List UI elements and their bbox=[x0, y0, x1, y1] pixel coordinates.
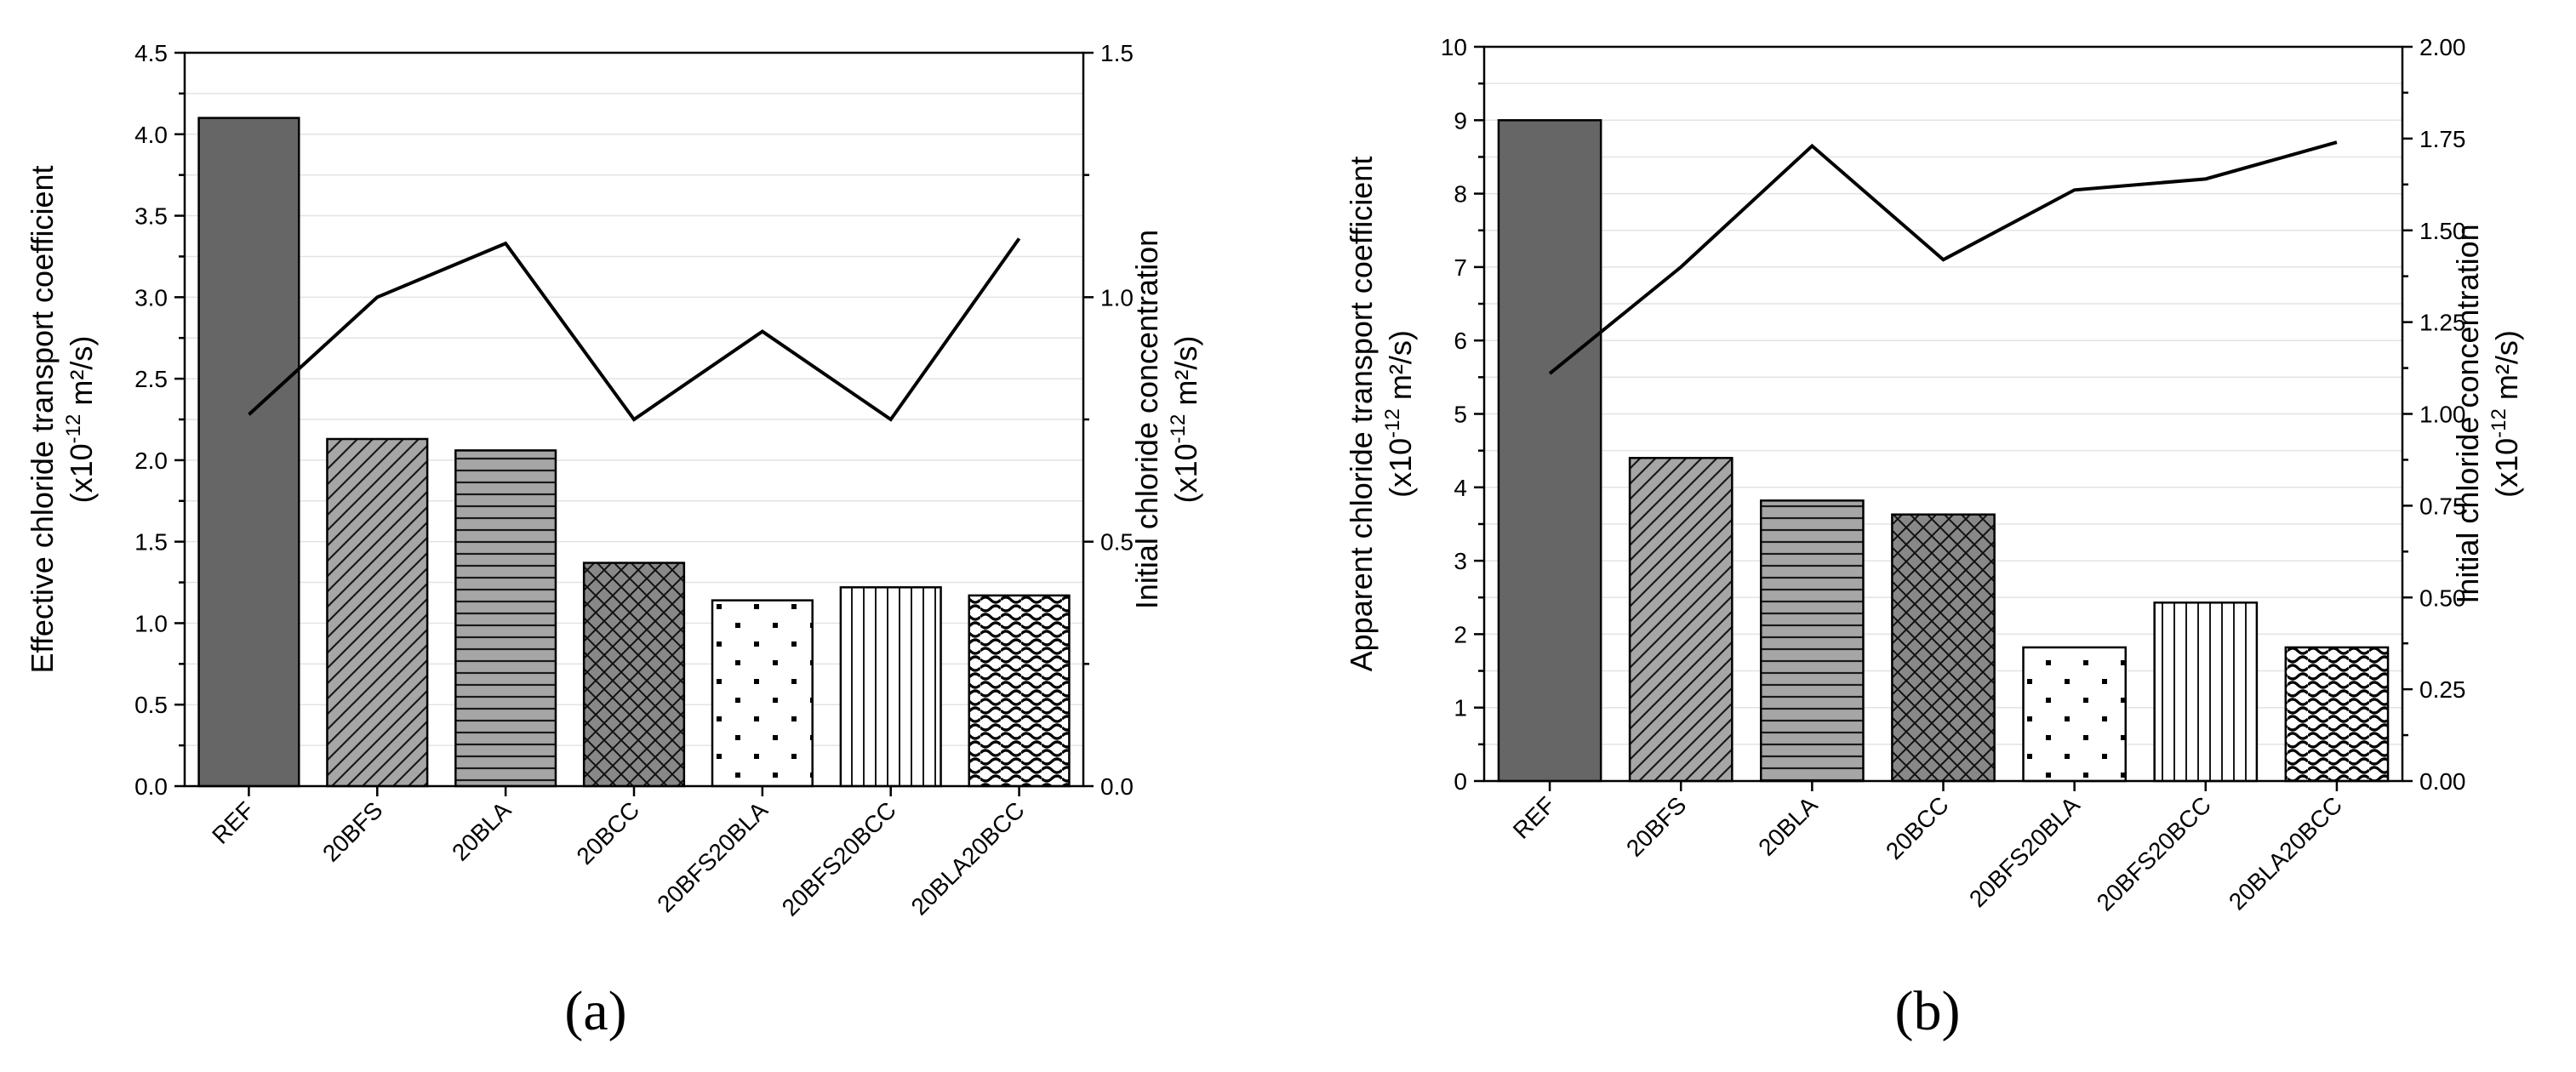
y-tick-label: 5 bbox=[1454, 402, 1467, 428]
y-tick-label: 1 bbox=[1454, 695, 1467, 721]
y-tick-label: 0 bbox=[1454, 768, 1467, 795]
bar-20bcc bbox=[582, 562, 686, 788]
y2-tick-label: 0.25 bbox=[2419, 676, 2466, 703]
y-tick-label: 3.0 bbox=[134, 284, 168, 311]
bar-20bfs20bla bbox=[2022, 646, 2128, 783]
y2-tick-label: 0.00 bbox=[2419, 768, 2466, 795]
y-axis-title: Effective chloride transport coefficient bbox=[25, 166, 60, 674]
y2-unit-exponent: -12 bbox=[1167, 414, 1190, 444]
x-tick-label: 20BCC bbox=[571, 796, 644, 870]
bar-ref bbox=[197, 117, 300, 788]
panel-a-chart: 0.0 0.5 1.0 1.5 2.0 2.5 3.0 3.5 4.0 4.5 0.0 0.5 1.0 1… bbox=[25, 40, 1203, 1042]
y2-tick-label: 0.75 bbox=[2419, 493, 2466, 519]
y-tick-label: 3 bbox=[1454, 548, 1467, 574]
x-tick-label: REF bbox=[207, 796, 260, 849]
y2-tick-label: 0.50 bbox=[2419, 584, 2466, 611]
y-tick-label: 4 bbox=[1454, 475, 1467, 501]
y-tick-label: 0.5 bbox=[134, 692, 168, 718]
y2-unit-prefix: (x10 bbox=[1168, 443, 1203, 503]
bar-20bla bbox=[454, 449, 557, 788]
y-axis-unit: (x10-12 m²/s) bbox=[62, 336, 99, 504]
y-unit-exponent: -12 bbox=[1381, 408, 1404, 438]
x-tick-label: 20BFS20BCC bbox=[777, 796, 901, 921]
y2-tick-label: 0.0 bbox=[1100, 773, 1134, 800]
y-tick-label: 10 bbox=[1441, 34, 1467, 60]
y-tick-label: 2.5 bbox=[134, 366, 168, 392]
y2-unit-suffix: m²/s) bbox=[2489, 330, 2524, 408]
y2-axis-unit: (x10-12 m²/s) bbox=[1167, 336, 1203, 504]
initial-concentration-line bbox=[1548, 140, 2338, 375]
x-tick-label: 20BLA bbox=[1753, 791, 1823, 861]
y-tick-label: 3.5 bbox=[134, 203, 168, 230]
panel-b-chart: 0 1 2 3 4 5 6 7 8 9 10 0.00 0.25 0.50 0.75 1.00 1.25 1.50… bbox=[1344, 34, 2524, 1042]
bar-20bla20bcc bbox=[968, 594, 1071, 788]
y-axis-unit: (x10-12 m²/s) bbox=[1381, 330, 1418, 498]
bar-20bfs20bcc bbox=[839, 586, 942, 788]
x-tick-label: 20BFS bbox=[1621, 791, 1691, 861]
y2-tick-label: 1.50 bbox=[2419, 218, 2466, 244]
x-tick-label: REF bbox=[1508, 791, 1561, 844]
y-unit-prefix: (x10 bbox=[64, 443, 99, 503]
bar-20bfs bbox=[326, 437, 429, 788]
y-tick-label: 4.0 bbox=[134, 122, 168, 148]
bar-20bfs bbox=[1628, 457, 1734, 783]
y2-tick-label: 1.25 bbox=[2419, 310, 2466, 336]
y2-tick-label: 1.75 bbox=[2419, 126, 2466, 152]
bar-20bla20bcc bbox=[2284, 646, 2390, 783]
y2-tick-label: 1.0 bbox=[1100, 284, 1134, 311]
x-tick-label: 20BLA20BCC bbox=[2224, 791, 2347, 915]
y-tick-label: 4.5 bbox=[134, 40, 168, 66]
y2-unit-prefix: (x10 bbox=[2489, 438, 2524, 498]
y-unit-prefix: (x10 bbox=[1383, 438, 1418, 498]
y-tick-label: 2 bbox=[1454, 621, 1467, 647]
initial-concentration-line bbox=[248, 237, 1021, 422]
bar-20bla bbox=[1759, 499, 1865, 783]
y-tick-label: 9 bbox=[1454, 107, 1467, 134]
y2-tick-label: 1.5 bbox=[1100, 40, 1134, 66]
y-tick-label: 6 bbox=[1454, 328, 1467, 354]
bar-20bfs20bla bbox=[711, 599, 814, 788]
y-unit-suffix: m²/s) bbox=[64, 336, 99, 414]
y-tick-label: 7 bbox=[1454, 254, 1467, 281]
y-tick-label: 1.0 bbox=[134, 610, 168, 636]
bar-20bfs20bcc bbox=[2153, 602, 2259, 783]
x-tick-label: 20BFS20BLA bbox=[652, 796, 773, 917]
y2-axis-unit: (x10-12 m²/s) bbox=[2487, 330, 2524, 498]
x-tick-label: 20BLA20BCC bbox=[906, 796, 1030, 920]
y-tick-label: 2.0 bbox=[134, 448, 168, 474]
y-axis-title: Apparent chloride transport coefficient bbox=[1344, 157, 1379, 672]
panel-label: (b) bbox=[1895, 980, 1961, 1042]
x-tick-label: 20BFS20BLA bbox=[1964, 791, 2085, 912]
x-tick-label: 20BCC bbox=[1881, 791, 1954, 864]
y2-unit-suffix: m²/s) bbox=[1168, 336, 1203, 414]
y2-tick-label: 2.00 bbox=[2419, 34, 2466, 60]
x-tick-label: 20BFS20BCC bbox=[2092, 791, 2216, 915]
y-tick-label: 1.5 bbox=[134, 529, 168, 556]
y-unit-exponent: -12 bbox=[62, 414, 85, 444]
y-tick-label: 8 bbox=[1454, 181, 1467, 208]
panel-label: (a) bbox=[564, 980, 626, 1042]
y2-unit-exponent: -12 bbox=[2487, 408, 2510, 438]
bar-20bcc bbox=[1891, 513, 1996, 783]
x-tick-label: 20BLA bbox=[447, 796, 517, 866]
bar-ref bbox=[1497, 119, 1602, 783]
x-tick-label: 20BFS bbox=[317, 796, 387, 866]
y2-axis-title: Initial chloride concentration bbox=[1129, 230, 1164, 609]
y-tick-label: 0.0 bbox=[134, 773, 168, 800]
y2-tick-label: 0.5 bbox=[1100, 529, 1134, 556]
y-unit-suffix: m²/s) bbox=[1383, 330, 1418, 408]
y2-axis-title: Initial chloride concentration bbox=[2450, 224, 2485, 603]
y2-tick-label: 1.00 bbox=[2419, 402, 2466, 428]
